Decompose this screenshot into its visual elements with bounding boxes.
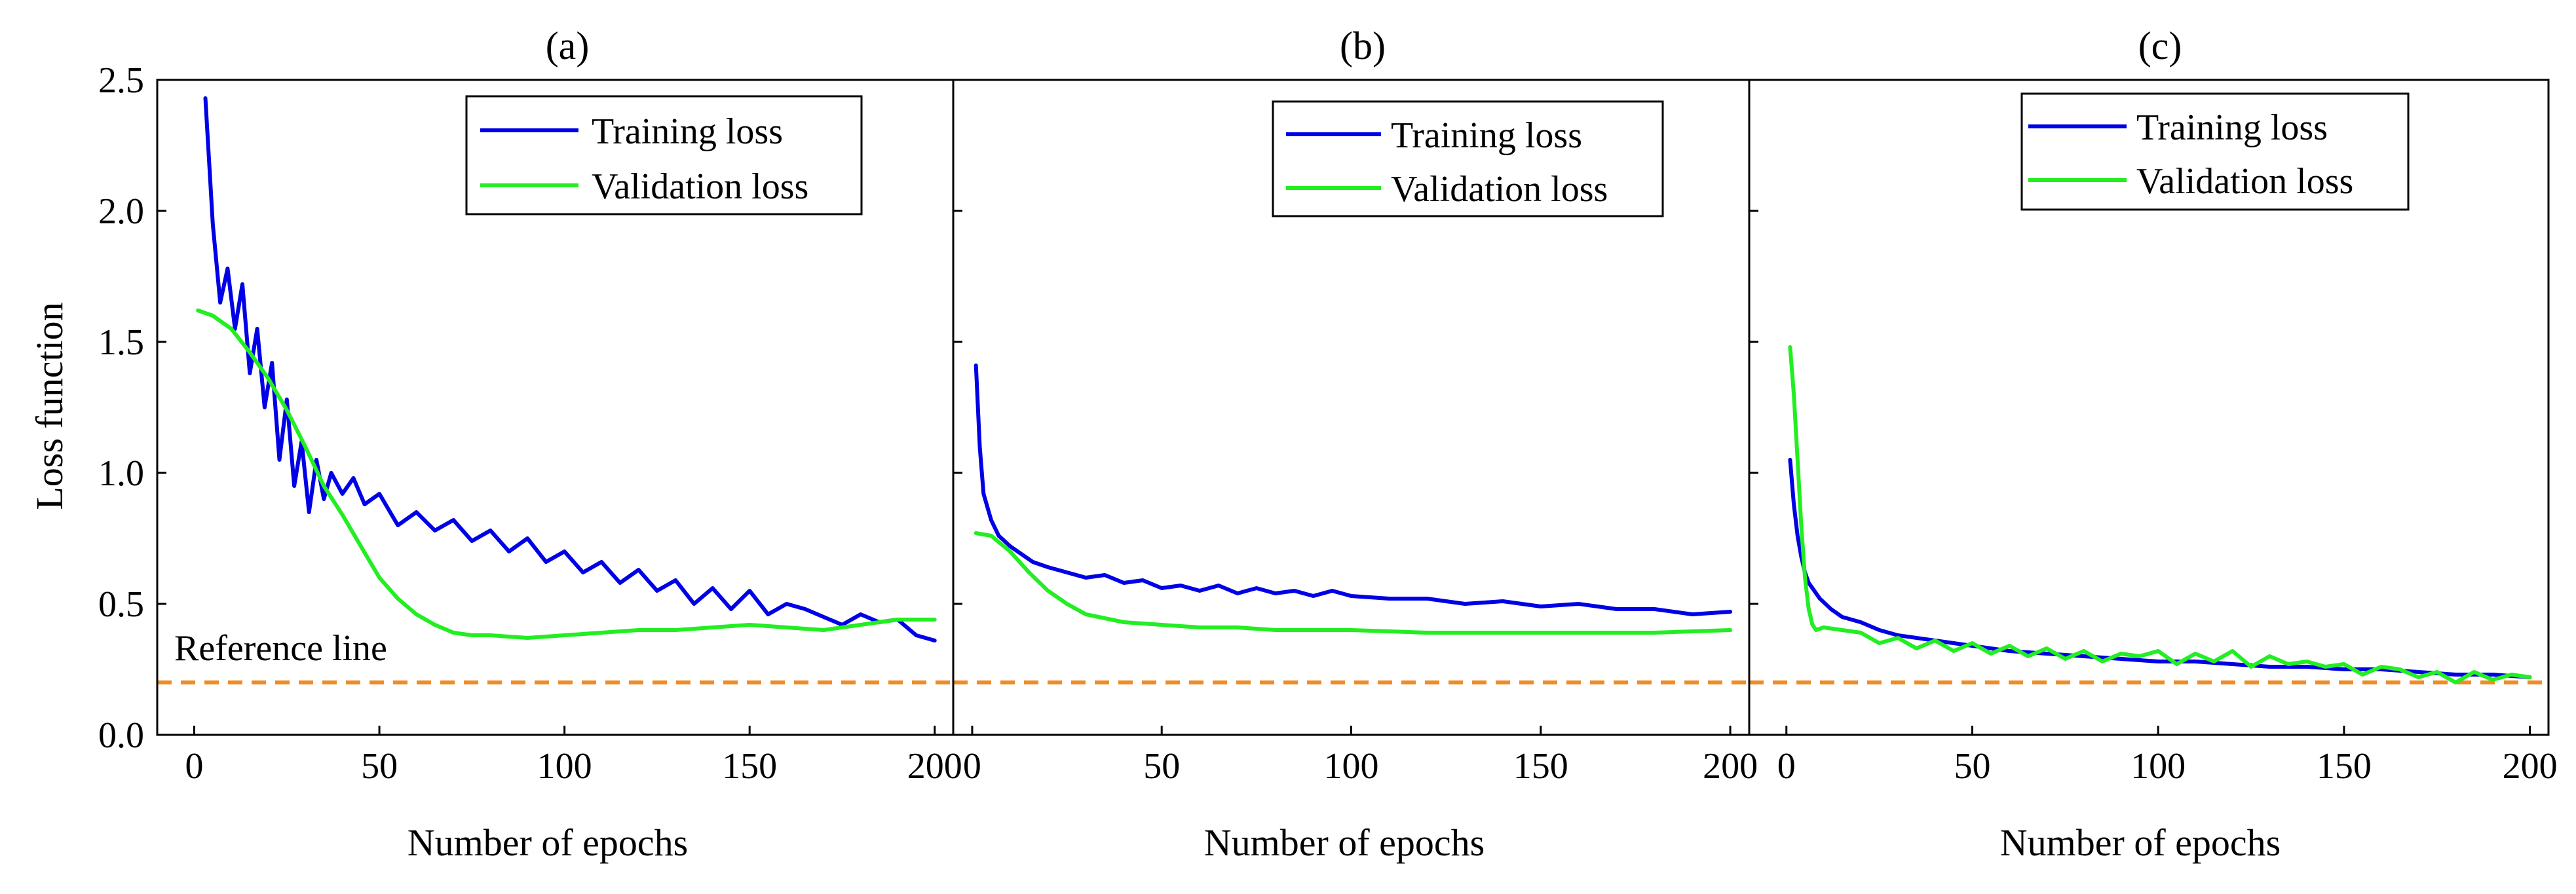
panel-b-legend: Training loss Validation loss: [1272, 100, 1664, 217]
panel-a-plot: 0 50 100 150 200 0.0 0.5 1.0 1.5 2.0 2.5: [98, 60, 962, 787]
panel-a-ytick-label: 1.0: [98, 453, 144, 494]
panel-a-ytick-label: 0.0: [98, 715, 144, 756]
panel-c-xtick-label: 0: [1777, 746, 1796, 787]
panel-c-frame: [1748, 79, 2550, 736]
panel-a-legend-training-label: Training loss: [592, 111, 783, 152]
panel-c-xtick-label: 50: [1954, 746, 1990, 787]
panel-a-ytick-label: 0.5: [98, 584, 144, 625]
panel-a-legend-box: [465, 95, 863, 215]
panel-c-legend-training-label: Training loss: [2136, 107, 2328, 148]
panel-a-xtick-label: 100: [537, 746, 592, 787]
panel-b-xlabel: Number of epochs: [1204, 821, 1485, 864]
panel-b-xtick-label: 150: [1513, 746, 1568, 787]
panel-b-xtick-label: 100: [1324, 746, 1379, 787]
panel-c-legend-validation-label: Validation loss: [2136, 161, 2353, 202]
panel-b-legend-validation-label: Validation loss: [1391, 169, 1608, 210]
panel-c-legend: Training loss Validation loss: [2020, 92, 2410, 211]
panel-b: (b) 0 50 100 150 200 Number of epochs Traini…: [952, 24, 1758, 864]
panel-b-validation-line: [974, 531, 1733, 635]
panel-c-training-line: [1788, 458, 2532, 679]
panel-c-legend-box: [2020, 92, 2410, 211]
panel-a-xlabel: Number of epochs: [407, 821, 688, 864]
panel-a-ytick-label: 2.5: [98, 60, 144, 101]
panel-c-title: (c): [2138, 24, 2182, 67]
panel-a-title: (a): [546, 24, 590, 67]
panel-b-xtick-label: 200: [1703, 746, 1758, 787]
panel-a-xtick-label: 50: [361, 746, 398, 787]
panel-b-legend-training-label: Training loss: [1391, 115, 1582, 156]
panel-a-training-line: [203, 96, 937, 643]
panel-c: (c) 0 50 100 150 200 Number of epochs Traini…: [1748, 24, 2558, 864]
panel-a-xtick-label: 150: [722, 746, 777, 787]
panel-a-xtick-label: 200: [907, 746, 962, 787]
panel-b-legend-box: [1272, 100, 1664, 217]
panel-c-xtick-label: 200: [2503, 746, 2558, 787]
panel-a-legend: Training loss Validation loss: [465, 95, 863, 215]
panel-b-plot: 0 50 100 150 200: [952, 79, 1758, 787]
panel-b-xtick-label: 0: [963, 746, 981, 787]
panel-a-legend-validation-label: Validation loss: [592, 166, 808, 207]
panel-c-xlabel: Number of epochs: [2000, 821, 2281, 864]
panel-a-ytick-label: 1.5: [98, 322, 144, 363]
panel-b-xtick-label: 50: [1143, 746, 1180, 787]
panel-b-training-line: [974, 363, 1733, 616]
panel-c-xtick-label: 150: [2317, 746, 2372, 787]
panel-a-ytick-label: 2.0: [98, 191, 144, 232]
y-axis-label: Loss function: [28, 302, 71, 510]
panel-c-plot: 0 50 100 150 200: [1748, 79, 2558, 787]
panel-a: (a) 0 50 100 150 200 0.0 0.5 1.0 1.5 2.0 2.5 Numbe…: [98, 24, 962, 864]
panel-c-validation-line: [1788, 345, 2532, 684]
reference-line-label: Reference line: [174, 628, 387, 669]
panel-b-title: (b): [1340, 24, 1386, 67]
panel-a-validation-line: [196, 308, 937, 640]
panel-a-xtick-label: 0: [185, 746, 204, 787]
panel-c-xtick-label: 100: [2131, 746, 2186, 787]
